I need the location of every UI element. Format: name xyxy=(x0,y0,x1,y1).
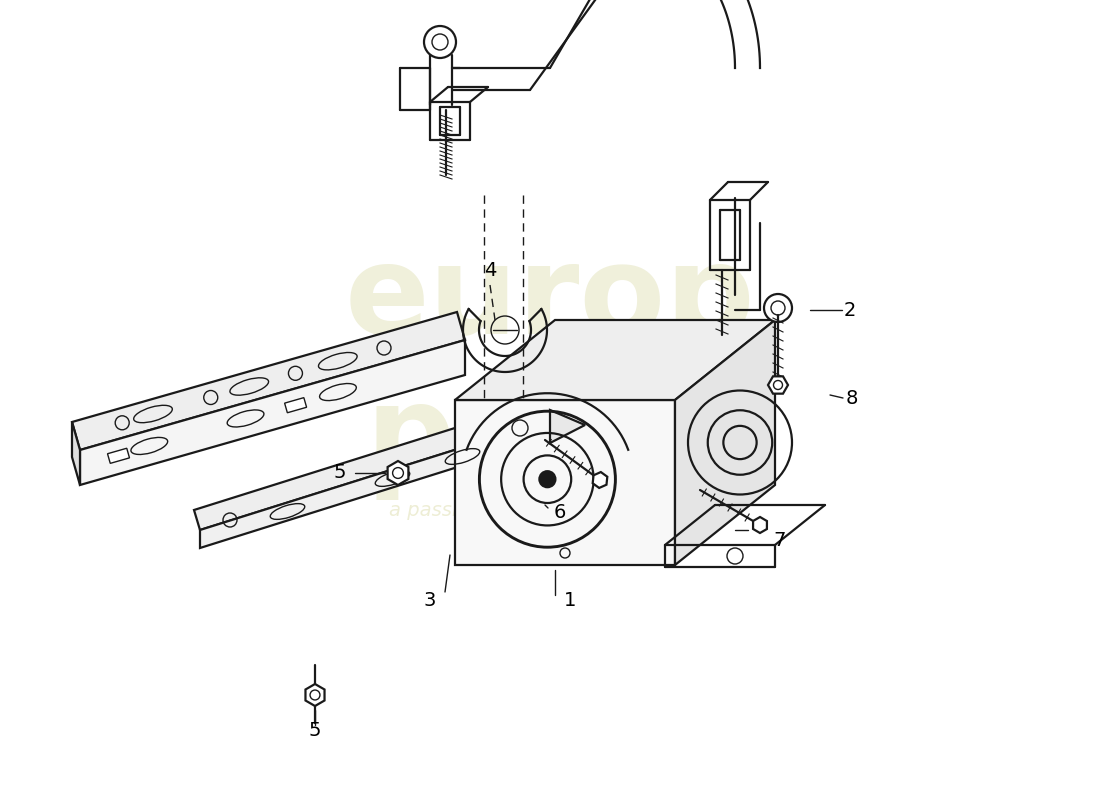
Text: 8: 8 xyxy=(846,389,858,407)
Text: 5: 5 xyxy=(333,463,346,482)
Circle shape xyxy=(764,294,792,322)
Text: 3: 3 xyxy=(424,590,437,610)
Polygon shape xyxy=(194,400,550,530)
Text: 1: 1 xyxy=(564,590,576,610)
Polygon shape xyxy=(306,684,324,706)
Circle shape xyxy=(424,26,456,58)
Circle shape xyxy=(539,471,556,487)
Polygon shape xyxy=(285,398,307,413)
Text: 5: 5 xyxy=(309,721,321,739)
Polygon shape xyxy=(550,410,585,443)
Text: 2: 2 xyxy=(844,301,856,319)
Text: 6: 6 xyxy=(553,502,566,522)
Polygon shape xyxy=(593,472,607,488)
Text: 7: 7 xyxy=(773,530,786,550)
Polygon shape xyxy=(768,376,788,394)
Polygon shape xyxy=(200,420,550,548)
Text: 4: 4 xyxy=(484,261,496,279)
Polygon shape xyxy=(80,340,465,485)
Polygon shape xyxy=(675,320,776,565)
Text: a passion for porsche since 1985: a passion for porsche since 1985 xyxy=(389,501,711,519)
Polygon shape xyxy=(108,448,130,463)
Polygon shape xyxy=(72,312,465,450)
Polygon shape xyxy=(387,461,408,485)
Polygon shape xyxy=(455,320,776,400)
Polygon shape xyxy=(455,400,675,565)
Polygon shape xyxy=(72,422,80,485)
Text: europ
parts: europ parts xyxy=(344,239,756,501)
Polygon shape xyxy=(754,517,767,533)
